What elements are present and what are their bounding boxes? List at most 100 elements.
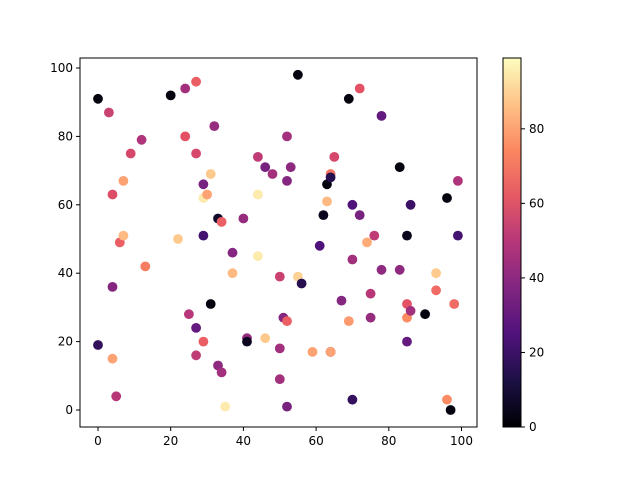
scatter-point [191,350,202,361]
scatter-point [93,93,103,104]
scatter-point [227,247,238,258]
scatter-point [405,199,416,210]
scatter-point [274,343,285,354]
scatter-point [442,193,452,203]
scatter-point [322,196,332,207]
scatter-point [227,268,238,279]
x-tick-label: 60 [308,434,323,448]
scatter-point [329,152,340,162]
y-tick-label: 80 [58,129,73,143]
x-axis: 0 20 40 60 80 100 [94,427,473,448]
scatter-point [336,295,347,306]
scatter-point [347,199,358,210]
scatter-point [347,394,358,405]
scatter-point [314,240,325,251]
scatter-point [238,213,249,224]
scatter-point [180,131,191,142]
scatter-point [111,391,122,402]
y-axis: 0 20 40 60 80 100 [50,61,80,417]
scatter-point [453,230,463,241]
scatter-point [343,316,354,326]
scatter-point [420,309,430,320]
scatter-point [173,234,183,244]
scatter-point [282,131,292,142]
scatter-point [282,401,292,412]
scatter-point [198,179,209,190]
scatter-point [274,271,285,282]
scatter-point [220,401,231,412]
y-tick-label: 0 [65,403,73,417]
scatter-point [260,162,271,173]
scatter-point [205,169,216,179]
scatter-point [405,305,416,316]
scatter-point [362,237,372,248]
scatter-point [354,83,365,94]
scatter-point [354,210,365,221]
scatter-point [394,162,405,173]
scatter-point [445,405,456,415]
scatter-point [318,210,329,221]
scatter-point [260,333,271,344]
scatter-point [184,309,194,320]
scatter-point [282,176,292,186]
scatter-point [165,90,176,101]
scatter-point [253,152,263,162]
scatter-point [296,278,307,289]
colorbar-tick-label: 60 [529,196,544,210]
x-tick-label: 20 [163,434,178,448]
scatter-point [202,189,213,200]
colorbar-axis: 0 20 40 60 80 [521,122,544,434]
scatter-points [93,69,463,415]
scatter-point [343,93,354,104]
x-tick-label: 0 [94,434,102,448]
scatter-point [242,336,252,347]
scatter-point [282,316,292,326]
scatter-point [267,169,278,179]
scatter-point [325,172,336,183]
scatter-point [347,254,358,265]
scatter-point [125,148,136,159]
scatter-point [453,176,463,186]
plot-area-frame [79,57,478,428]
scatter-point [449,299,460,309]
scatter-point [198,230,209,241]
scatter-point [191,76,202,87]
colorbar-tick-label: 80 [529,122,544,136]
x-tick-label: 80 [381,434,396,448]
x-tick-label: 100 [450,434,473,448]
scatter-point [365,312,376,323]
scatter-point [369,230,380,241]
scatter-point [431,268,441,279]
scatter-point [293,69,303,80]
scatter-point [140,261,151,272]
scatter-point [118,230,129,241]
colorbar [502,57,522,428]
scatter-point [431,285,441,296]
scatter-point [285,162,296,173]
scatter-point [205,299,216,309]
colorbar-tick-label: 0 [529,420,537,434]
scatter-point [307,347,318,357]
scatter-point [253,189,263,200]
x-tick-label: 40 [236,434,251,448]
scatter-point [376,111,387,121]
colorbar-tick-label: 40 [529,271,544,285]
scatter-point [180,83,191,94]
scatter-point [394,264,405,275]
scatter-point [325,347,336,357]
y-tick-label: 40 [58,266,73,280]
scatter-point [191,148,202,159]
scatter-point [216,367,227,378]
scatter-point [107,353,118,364]
colorbar-tick-label: 20 [529,345,544,359]
scatter-point [402,230,412,241]
scatter-point [209,121,220,131]
scatter-point [402,336,412,347]
scatter-point [442,394,452,405]
scatter-point [216,217,227,227]
scatter-point [107,282,118,292]
scatter-point [191,323,202,333]
y-tick-label: 20 [58,335,73,349]
scatter-point [365,288,376,299]
scatter-point [93,340,103,350]
